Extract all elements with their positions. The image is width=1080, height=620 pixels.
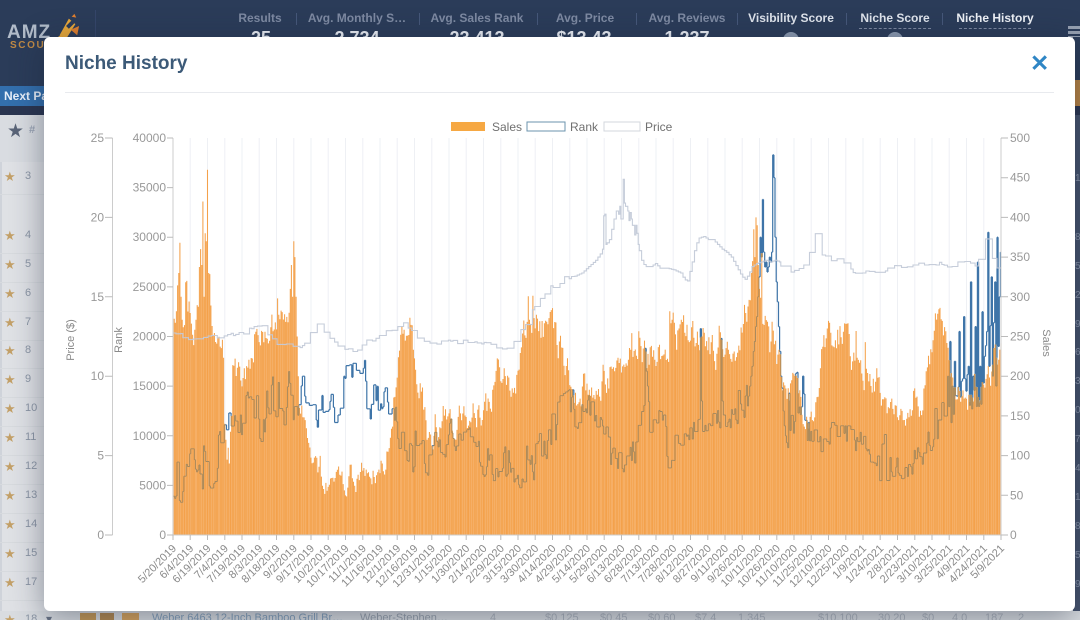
svg-text:15000: 15000: [133, 379, 167, 393]
svg-text:Sales: Sales: [492, 120, 522, 134]
svg-text:150: 150: [1010, 409, 1030, 423]
svg-text:10: 10: [91, 369, 105, 383]
svg-text:20: 20: [91, 210, 105, 224]
svg-text:30000: 30000: [133, 230, 167, 244]
svg-text:300: 300: [1010, 290, 1030, 304]
svg-text:400: 400: [1010, 210, 1030, 224]
svg-text:Price: Price: [645, 120, 673, 134]
svg-text:Price ($): Price ($): [65, 319, 77, 361]
svg-text:100: 100: [1010, 449, 1030, 463]
svg-text:0: 0: [97, 528, 104, 542]
svg-text:200: 200: [1010, 369, 1030, 383]
svg-text:25000: 25000: [133, 280, 167, 294]
svg-text:0: 0: [159, 528, 166, 542]
svg-text:20000: 20000: [133, 330, 167, 344]
svg-text:15: 15: [91, 290, 105, 304]
svg-text:250: 250: [1010, 330, 1030, 344]
svg-text:350: 350: [1010, 250, 1030, 264]
svg-text:Rank: Rank: [113, 327, 125, 353]
svg-text:10000: 10000: [133, 429, 167, 443]
svg-text:5000: 5000: [139, 478, 166, 492]
svg-text:40000: 40000: [133, 131, 167, 145]
svg-text:0: 0: [1010, 528, 1017, 542]
svg-text:5: 5: [97, 449, 104, 463]
svg-text:25: 25: [91, 131, 105, 145]
svg-text:35000: 35000: [133, 181, 167, 195]
svg-text:500: 500: [1010, 131, 1030, 145]
svg-text:450: 450: [1010, 171, 1030, 185]
svg-text:Rank: Rank: [570, 120, 599, 134]
svg-text:50: 50: [1010, 488, 1024, 502]
svg-text:Sales: Sales: [1040, 329, 1052, 357]
